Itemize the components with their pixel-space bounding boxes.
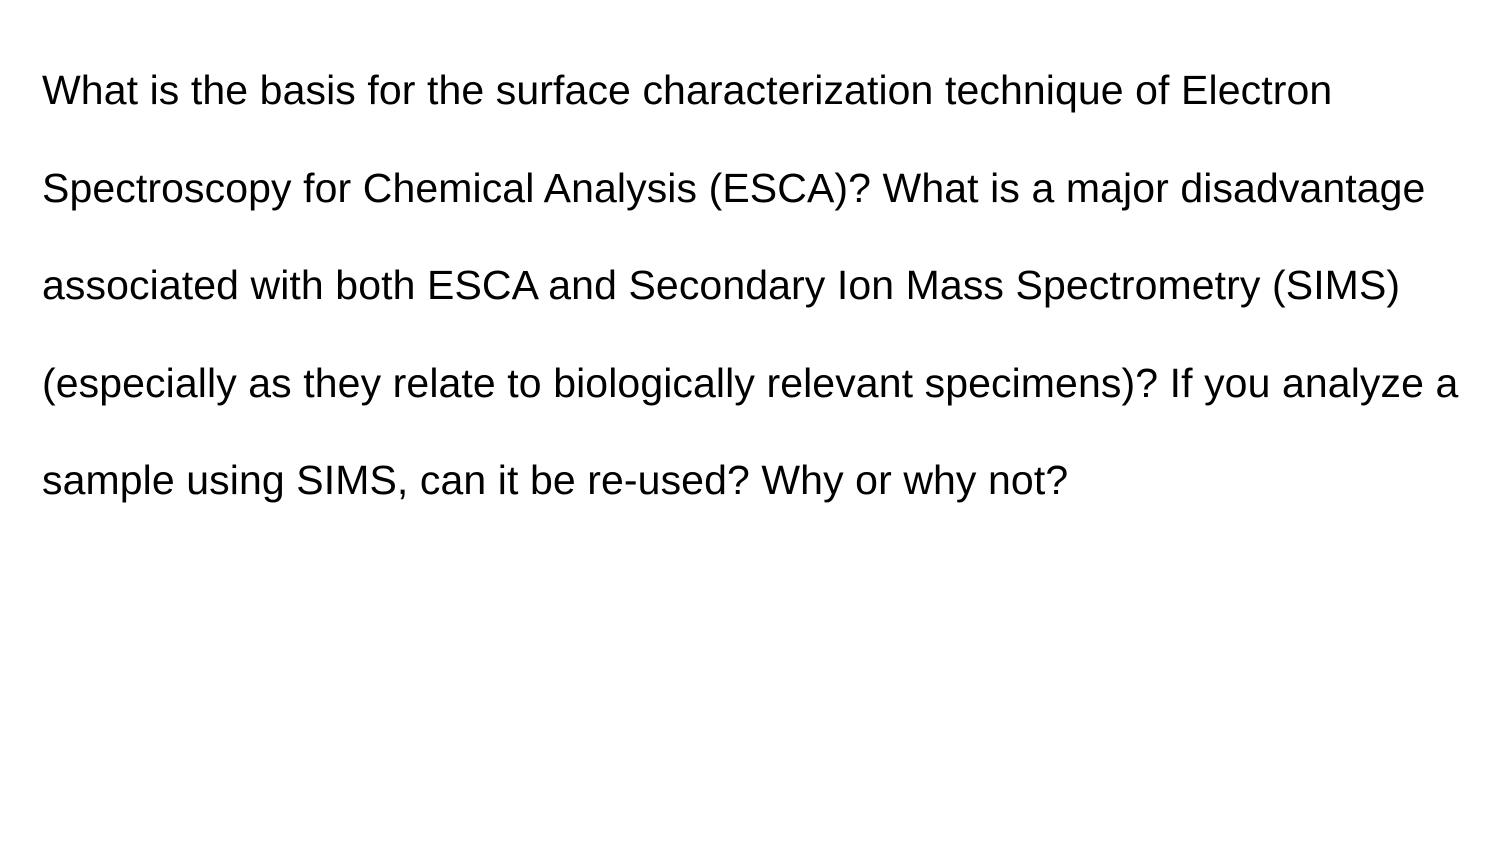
question-paragraph: What is the basis for the surface charac… (42, 42, 1460, 530)
document-content: What is the basis for the surface charac… (0, 0, 1500, 572)
